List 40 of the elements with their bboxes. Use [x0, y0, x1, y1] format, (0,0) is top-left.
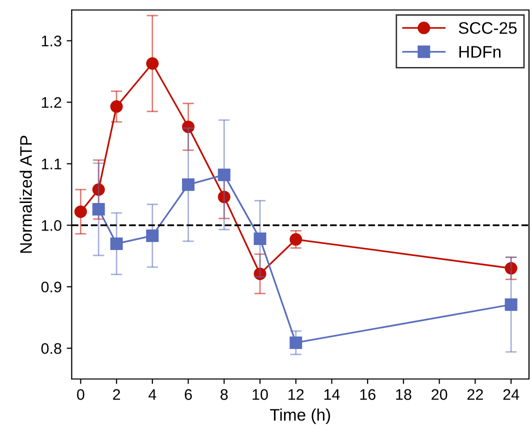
- x-axis-title: Time (h): [270, 408, 330, 424]
- x-tick-label: 24: [503, 389, 520, 400]
- y-tick-label: 0.9: [41, 282, 62, 292]
- point: [146, 57, 159, 70]
- point: [254, 268, 266, 280]
- point: [74, 205, 87, 218]
- y-tick-label: 1.2: [42, 97, 62, 108]
- point: [110, 237, 123, 250]
- point: [218, 190, 230, 204]
- point: [254, 232, 266, 246]
- x-tick-label: 4: [148, 389, 156, 400]
- point: [182, 178, 195, 191]
- y-tick-label: 1.1: [42, 158, 62, 170]
- point: [182, 120, 195, 134]
- point: [146, 229, 159, 242]
- y-axis-title: Normalized ATP: [20, 136, 32, 253]
- x-tick-label: 2: [113, 389, 120, 400]
- x-tick-label: 12: [288, 389, 304, 400]
- point: [92, 183, 105, 196]
- point: [504, 262, 518, 275]
- y-tick-label: 1.3: [42, 36, 62, 46]
- point: [504, 298, 518, 311]
- x-tick-label: 20: [432, 389, 448, 400]
- point: [290, 336, 302, 349]
- point: [92, 203, 105, 216]
- y-tick-label: 1.0: [42, 220, 62, 231]
- x-tick-label: 18: [396, 389, 412, 400]
- x-tick-label: 0: [77, 389, 84, 400]
- x-tick-label: 10: [252, 389, 268, 400]
- x-tick-label: 6: [184, 389, 192, 400]
- point: [110, 100, 123, 113]
- y-tick-label: 0.8: [41, 343, 62, 354]
- point: [290, 233, 302, 246]
- x-tick-label: 16: [360, 389, 376, 400]
- legend-label: SCC-25: [458, 22, 517, 34]
- x-tick-label: 14: [324, 389, 340, 400]
- legend-label: HDFn: [459, 46, 500, 58]
- point: [218, 168, 230, 182]
- x-tick-label: 8: [220, 389, 228, 400]
- x-tick-label: 22: [467, 389, 483, 400]
